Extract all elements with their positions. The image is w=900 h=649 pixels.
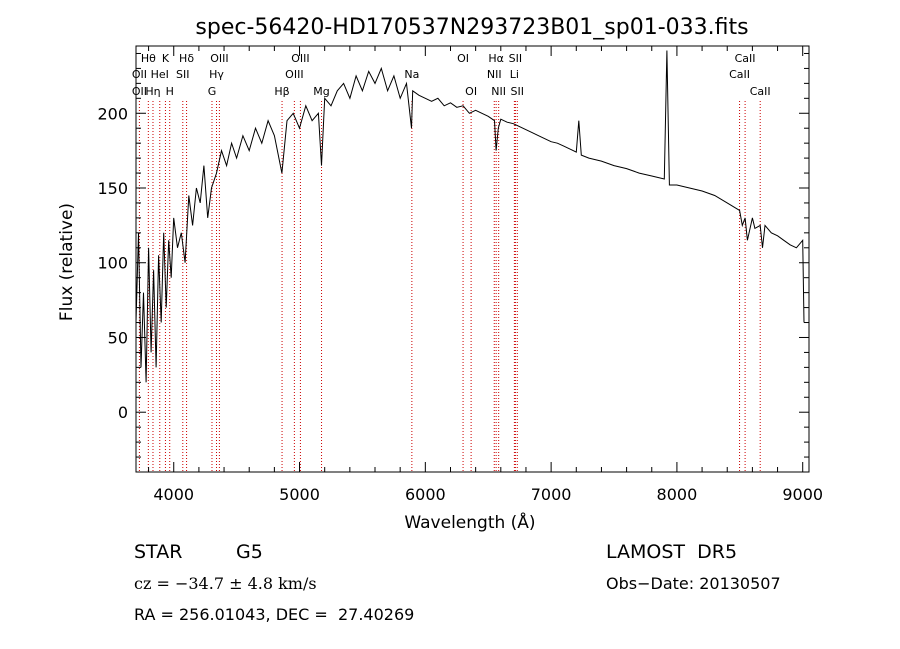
x-tick-label-6000: 6000 bbox=[405, 485, 446, 504]
spectral-line-labels: HθOIIOIIHηHeIKHSIIHδGHγOIIIHβOIIIOIIIMgN… bbox=[132, 52, 771, 98]
x-tick-label-9000: 9000 bbox=[782, 485, 823, 504]
y-axis-ticks: 0 50 100 150 200 bbox=[97, 52, 809, 473]
line-label-11: OIII bbox=[210, 52, 228, 65]
line-label-14: OIII bbox=[291, 52, 309, 65]
line-label-18: OI bbox=[465, 85, 477, 98]
line-label-6: H bbox=[166, 85, 174, 98]
line-label-12: Hβ bbox=[274, 85, 289, 98]
line-label-19: NII bbox=[487, 68, 502, 81]
y-tick-label-200: 200 bbox=[97, 104, 128, 123]
x-tick-label-5000: 5000 bbox=[279, 485, 320, 504]
line-label-17: OI bbox=[457, 52, 469, 65]
line-label-4: HeI bbox=[151, 68, 169, 81]
x-axis-label: Wavelength (Å) bbox=[404, 511, 535, 533]
x-tick-label-4000: 4000 bbox=[153, 485, 194, 504]
line-label-24: SII bbox=[511, 85, 524, 98]
y-tick-label-50: 50 bbox=[108, 328, 128, 347]
line-label-21: NII bbox=[491, 85, 506, 98]
line-label-22: Li bbox=[510, 68, 519, 81]
y-tick-label-0: 0 bbox=[118, 403, 128, 422]
spectral-subclass: G5 bbox=[236, 541, 263, 563]
line-label-0: Hθ bbox=[141, 52, 156, 65]
survey-name: LAMOST DR5 bbox=[606, 541, 737, 563]
x-tick-label-8000: 8000 bbox=[657, 485, 698, 504]
line-label-15: Mg bbox=[313, 85, 329, 98]
line-label-9: G bbox=[208, 85, 217, 98]
redshift-text: cz = −34.7 ± 4.8 km/s bbox=[134, 574, 317, 593]
line-label-26: CaII bbox=[735, 52, 756, 65]
y-axis-label: Flux (relative) bbox=[57, 203, 77, 321]
line-label-1: OII bbox=[132, 68, 147, 81]
line-label-13: OIII bbox=[285, 68, 303, 81]
x-tick-label-7000: 7000 bbox=[531, 485, 572, 504]
line-label-8: Hδ bbox=[179, 52, 194, 65]
line-label-16: Na bbox=[404, 68, 419, 81]
line-label-10: Hγ bbox=[209, 68, 224, 81]
line-label-3: Hη bbox=[145, 85, 160, 98]
spectrum-line bbox=[135, 50, 805, 383]
line-label-20: Hα bbox=[488, 52, 504, 65]
line-label-27: CaII bbox=[750, 85, 771, 98]
plot-frame bbox=[135, 45, 810, 473]
y-tick-label-100: 100 bbox=[97, 254, 128, 273]
coordinates: RA = 256.01043, DEC = 27.40269 bbox=[134, 605, 414, 624]
line-label-25: CaII bbox=[729, 68, 750, 81]
line-label-23: SII bbox=[509, 52, 522, 65]
observation-date: Obs−Date: 20130507 bbox=[606, 574, 781, 593]
spectral-line-markers bbox=[138, 101, 761, 472]
object-class: STAR bbox=[134, 541, 182, 563]
line-label-7: SII bbox=[176, 68, 189, 81]
chart-title: spec-56420-HD170537N293723B01_sp01-033.f… bbox=[195, 15, 748, 40]
line-label-5: K bbox=[162, 52, 170, 65]
x-axis-ticks: 4000 5000 6000 7000 8000 9000 bbox=[148, 46, 823, 504]
y-tick-label-150: 150 bbox=[97, 179, 128, 198]
